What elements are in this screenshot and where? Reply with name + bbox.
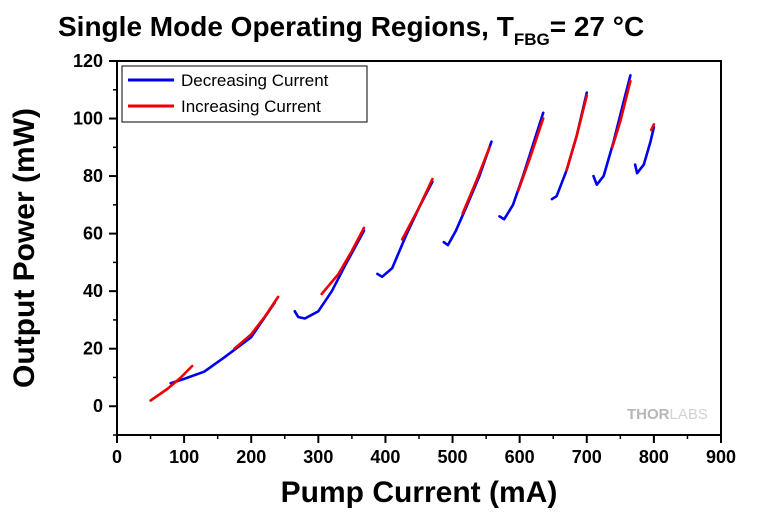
thorlabs-watermark: THORLABS [627, 406, 708, 423]
x-tick-label: 300 [303, 447, 333, 467]
series-decreasing-current-segment-5 [498, 111, 545, 221]
series-decreasing-current-segment-2 [293, 229, 366, 320]
x-tick-label: 400 [370, 447, 400, 467]
legend-label-increasing: Increasing Current [181, 97, 321, 116]
series-increasing-current-segment-6 [516, 117, 545, 192]
series-increasing-current-segment-9 [649, 123, 656, 132]
y-tick-label: 0 [93, 396, 103, 416]
legend: Decreasing Current Increasing Current [121, 65, 368, 123]
x-tick-label: 600 [505, 447, 535, 467]
x-axis-ticks: 0 100 200 300 400 500 600 700 800 900 [112, 435, 736, 467]
x-axis-label: Pump Current (mA) [281, 476, 558, 509]
series-increasing-current-segment-2 [233, 295, 280, 351]
series-increasing-current-segment-4 [400, 177, 434, 241]
legend-label-decreasing: Decreasing Current [181, 71, 329, 90]
x-tick-label: 100 [169, 447, 199, 467]
y-tick-label: 40 [83, 281, 103, 301]
y-tick-label: 60 [83, 224, 103, 244]
series-decreasing-current-segment-1 [169, 301, 277, 385]
y-tick-label: 20 [83, 339, 103, 359]
chart-title: Single Mode Operating Regions, TFBG= 27 … [58, 11, 644, 49]
x-tick-label: 0 [112, 447, 122, 467]
series-increasing-current-segment-5 [461, 146, 491, 215]
series-increasing-current-segment-7 [565, 94, 589, 172]
x-tick-label: 200 [236, 447, 266, 467]
y-tick-label: 80 [83, 166, 103, 186]
legend-box [121, 65, 368, 123]
series-layer [149, 74, 656, 402]
y-axis-ticks: 0 20 40 60 80 100 120 [73, 51, 117, 436]
y-tick-label: 120 [73, 51, 103, 71]
x-tick-label: 800 [639, 447, 669, 467]
x-tick-label: 700 [572, 447, 602, 467]
series-decreasing-current-segment-7 [592, 74, 632, 186]
x-tick-label: 900 [706, 447, 736, 467]
series-decreasing-current-segment-6 [550, 91, 589, 201]
series-increasing-current-segment-3 [320, 226, 366, 296]
series-increasing-current-segment-8 [610, 79, 632, 149]
series-increasing-current-segment-1 [149, 364, 194, 402]
y-axis-label: Output Power (mW) [8, 108, 41, 388]
x-tick-label: 500 [438, 447, 468, 467]
series-decreasing-current-segment-8 [633, 125, 656, 175]
y-tick-label: 100 [73, 109, 103, 129]
